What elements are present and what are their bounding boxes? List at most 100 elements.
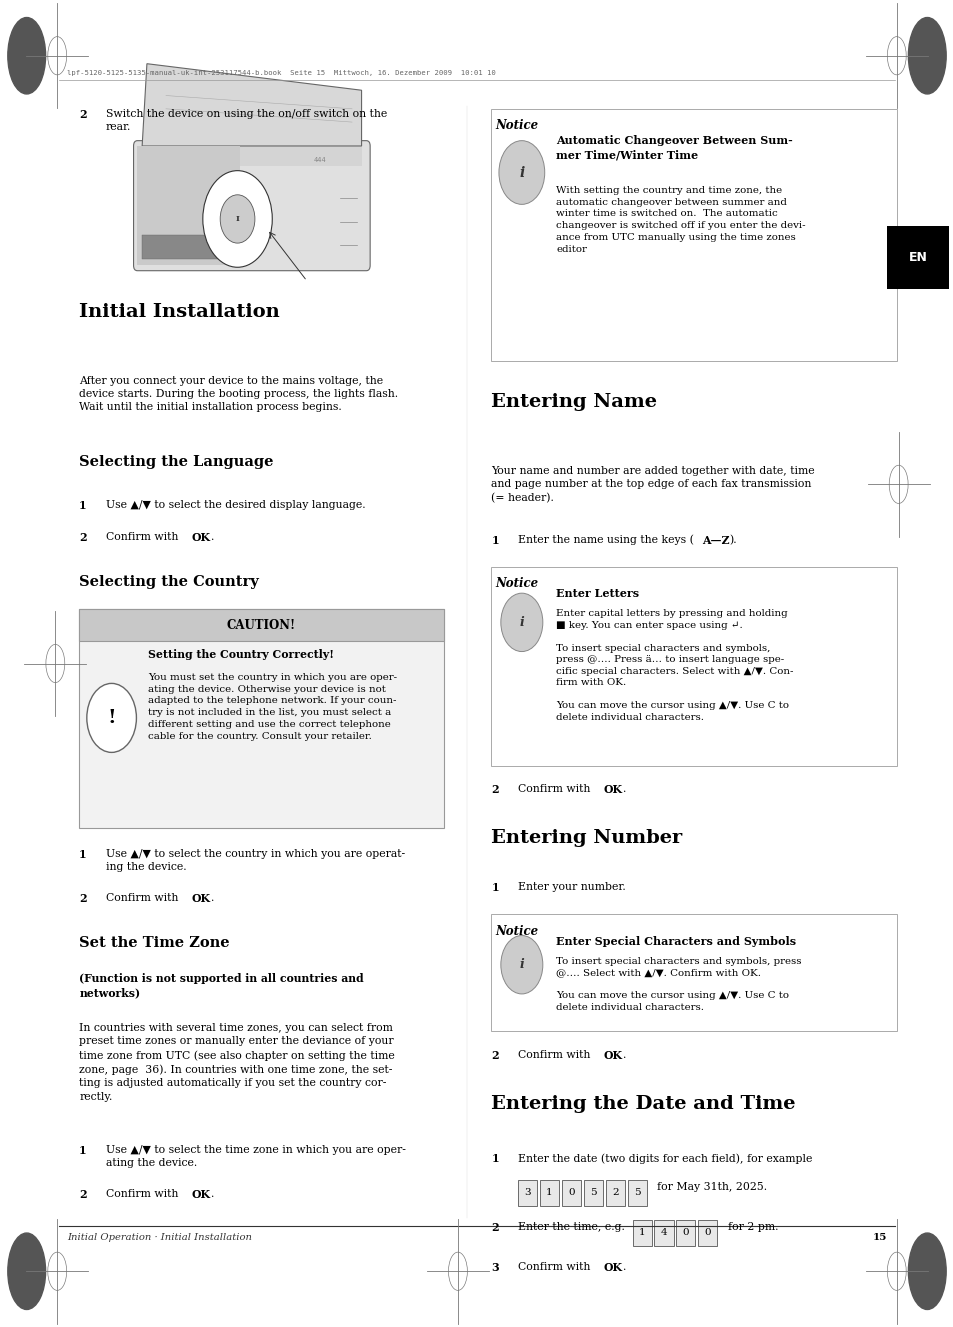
Text: Enter Special Characters and Symbols: Enter Special Characters and Symbols bbox=[556, 936, 796, 946]
Text: .: . bbox=[211, 1189, 214, 1200]
Text: After you connect your device to the mains voltage, the
device starts. During th: After you connect your device to the mai… bbox=[79, 376, 398, 413]
Text: .: . bbox=[622, 784, 626, 795]
FancyBboxPatch shape bbox=[491, 914, 896, 1031]
Text: Set the Time Zone: Set the Time Zone bbox=[79, 936, 230, 950]
Text: 0: 0 bbox=[568, 1189, 574, 1197]
Text: Selecting the Country: Selecting the Country bbox=[79, 575, 258, 589]
FancyBboxPatch shape bbox=[632, 1220, 651, 1246]
FancyBboxPatch shape bbox=[627, 1180, 646, 1206]
FancyBboxPatch shape bbox=[491, 567, 896, 766]
Text: Confirm with: Confirm with bbox=[517, 784, 594, 795]
Text: (Function is not supported in all countries and
networks): (Function is not supported in all countr… bbox=[79, 973, 363, 998]
Text: Enter the date (two digits for each field), for example: Enter the date (two digits for each fiel… bbox=[517, 1153, 812, 1164]
Text: 1: 1 bbox=[491, 535, 498, 545]
Text: 1: 1 bbox=[639, 1229, 644, 1237]
Text: 2: 2 bbox=[79, 1189, 87, 1200]
Text: 1: 1 bbox=[491, 1153, 498, 1164]
Text: .: . bbox=[622, 1262, 626, 1273]
Text: Confirm with: Confirm with bbox=[517, 1050, 594, 1060]
Ellipse shape bbox=[8, 17, 46, 94]
Text: 444: 444 bbox=[314, 157, 326, 163]
Text: Notice: Notice bbox=[495, 925, 537, 938]
Text: Initial Operation · Initial Installation: Initial Operation · Initial Installation bbox=[67, 1233, 252, 1242]
Text: Use ▲/▼ to select the desired display language.: Use ▲/▼ to select the desired display la… bbox=[106, 500, 365, 511]
Text: 3: 3 bbox=[524, 1189, 530, 1197]
Text: Use ▲/▼ to select the country in which you are operat-
ing the device.: Use ▲/▼ to select the country in which y… bbox=[106, 849, 405, 872]
Text: Enter Letters: Enter Letters bbox=[556, 588, 639, 598]
Text: 2: 2 bbox=[612, 1189, 618, 1197]
Text: Confirm with: Confirm with bbox=[106, 1189, 182, 1200]
Text: Enter capital letters by pressing and holding
■ key. You can enter space using ↵: Enter capital letters by pressing and ho… bbox=[556, 609, 793, 722]
FancyBboxPatch shape bbox=[79, 609, 443, 641]
Circle shape bbox=[87, 683, 136, 752]
FancyBboxPatch shape bbox=[79, 609, 443, 828]
Text: 2: 2 bbox=[491, 1050, 498, 1060]
FancyBboxPatch shape bbox=[654, 1220, 673, 1246]
Text: 1: 1 bbox=[491, 882, 498, 893]
Text: .: . bbox=[211, 532, 214, 543]
FancyBboxPatch shape bbox=[583, 1180, 602, 1206]
FancyBboxPatch shape bbox=[561, 1180, 580, 1206]
Circle shape bbox=[220, 195, 254, 243]
Text: EN: EN bbox=[908, 251, 926, 264]
Text: Notice: Notice bbox=[495, 119, 537, 133]
Text: .: . bbox=[622, 1050, 626, 1060]
Text: Use ▲/▼ to select the time zone in which you are oper-
ating the device.: Use ▲/▼ to select the time zone in which… bbox=[106, 1145, 405, 1168]
Polygon shape bbox=[142, 64, 361, 146]
Text: 3: 3 bbox=[491, 1262, 498, 1273]
Text: OK: OK bbox=[192, 1189, 211, 1200]
Text: Setting the Country Correctly!: Setting the Country Correctly! bbox=[148, 649, 334, 660]
FancyBboxPatch shape bbox=[133, 141, 370, 271]
FancyBboxPatch shape bbox=[539, 1180, 558, 1206]
Circle shape bbox=[500, 593, 542, 652]
Circle shape bbox=[498, 141, 544, 204]
Text: Confirm with: Confirm with bbox=[106, 893, 182, 904]
Text: 5: 5 bbox=[590, 1189, 596, 1197]
Text: With setting the country and time zone, the
automatic changeover between summer : With setting the country and time zone, … bbox=[556, 186, 805, 253]
Text: 2: 2 bbox=[491, 1222, 498, 1233]
Text: 1: 1 bbox=[546, 1189, 552, 1197]
Text: 4: 4 bbox=[660, 1229, 666, 1237]
FancyBboxPatch shape bbox=[137, 146, 240, 265]
Ellipse shape bbox=[8, 1233, 46, 1310]
Text: Enter the name using the keys (: Enter the name using the keys ( bbox=[517, 535, 693, 545]
Text: 5: 5 bbox=[634, 1189, 639, 1197]
Text: Switch the device on using the on/off switch on the
rear.: Switch the device on using the on/off sw… bbox=[106, 109, 387, 131]
Text: Confirm with: Confirm with bbox=[517, 1262, 594, 1273]
Text: 2: 2 bbox=[79, 532, 87, 543]
Text: Your name and number are added together with date, time
and page number at the t: Your name and number are added together … bbox=[491, 466, 814, 503]
FancyBboxPatch shape bbox=[142, 235, 229, 259]
Text: 2: 2 bbox=[491, 784, 498, 795]
Circle shape bbox=[203, 171, 272, 267]
Text: i: i bbox=[519, 958, 523, 971]
Text: Entering Number: Entering Number bbox=[491, 829, 681, 848]
Text: i: i bbox=[519, 616, 523, 629]
Ellipse shape bbox=[907, 17, 945, 94]
Text: Automatic Changeover Between Sum-
mer Time/Winter Time: Automatic Changeover Between Sum- mer Ti… bbox=[556, 135, 792, 161]
Text: You must set the country in which you are oper-
ating the device. Otherwise your: You must set the country in which you ar… bbox=[148, 673, 396, 740]
Text: Entering the Date and Time: Entering the Date and Time bbox=[491, 1095, 795, 1113]
FancyBboxPatch shape bbox=[142, 146, 361, 166]
Text: for 2 pm.: for 2 pm. bbox=[727, 1222, 778, 1233]
FancyBboxPatch shape bbox=[517, 1180, 537, 1206]
Text: OK: OK bbox=[192, 532, 211, 543]
FancyBboxPatch shape bbox=[605, 1180, 624, 1206]
Text: In countries with several time zones, you can select from
preset time zones or m: In countries with several time zones, yo… bbox=[79, 1023, 395, 1101]
Text: 2: 2 bbox=[79, 893, 87, 904]
Text: OK: OK bbox=[603, 784, 622, 795]
Text: ).: ). bbox=[728, 535, 736, 545]
Text: CAUTION!: CAUTION! bbox=[227, 618, 295, 632]
Ellipse shape bbox=[907, 1233, 945, 1310]
Text: To insert special characters and symbols, press
@…. Select with ▲/▼. Confirm wit: To insert special characters and symbols… bbox=[556, 957, 801, 1013]
Text: !: ! bbox=[107, 709, 116, 727]
Text: I: I bbox=[235, 215, 239, 223]
FancyBboxPatch shape bbox=[698, 1220, 717, 1246]
Text: OK: OK bbox=[603, 1262, 622, 1273]
Text: 2: 2 bbox=[79, 109, 87, 119]
Text: Enter your number.: Enter your number. bbox=[517, 882, 625, 893]
Text: Notice: Notice bbox=[495, 577, 537, 591]
Text: .: . bbox=[211, 893, 214, 904]
Text: Selecting the Language: Selecting the Language bbox=[79, 455, 274, 470]
Text: OK: OK bbox=[192, 893, 211, 904]
Text: 0: 0 bbox=[704, 1229, 710, 1237]
